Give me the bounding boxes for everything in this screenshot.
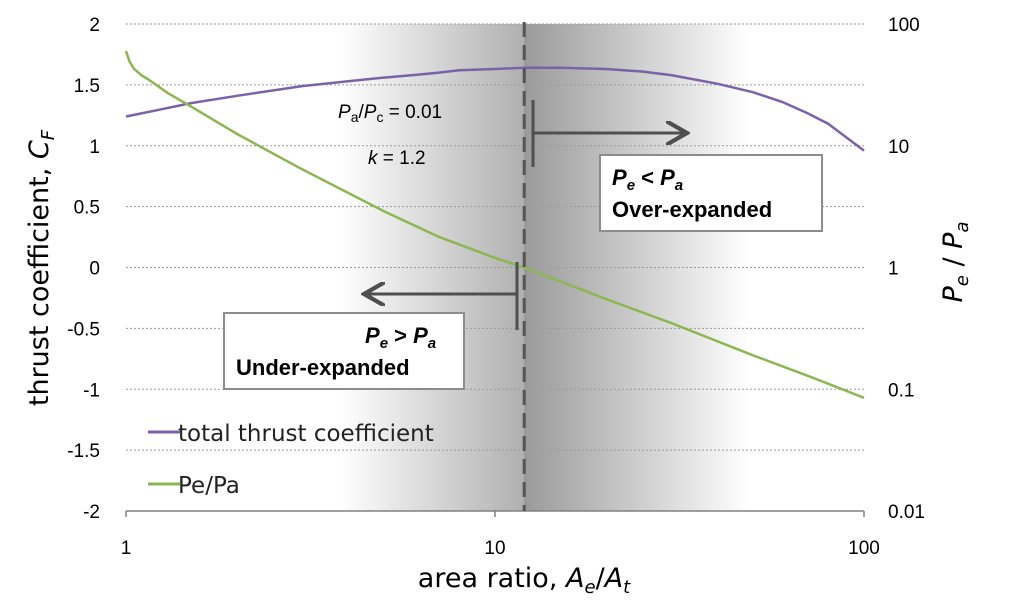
legend-label-pe-pa: Pe/Pa [178,473,240,499]
right-tick-label: 100 [888,15,920,36]
left-tick-label: -1 [83,380,100,401]
under-expanded-label: Under-expanded [236,355,410,380]
pressure-ratio-annotation: Pa/Pc = 0.01 [338,102,442,125]
left-tick-label: 1.5 [74,76,100,97]
left-tick-label: 2 [89,15,100,36]
right-tick-label: 10 [888,137,909,158]
left-tick-label: -2 [83,502,100,523]
left-tick-label: -1.5 [67,441,100,462]
right-tick-label: 0.01 [888,502,925,523]
y-axis-right-title: Pe / Pa [938,222,973,303]
y-axis-left-title: thrust coefficient, CF [24,129,59,406]
svg-text:Pe > Pa: Pe > Pa [365,323,436,352]
k-value-annotation: k = 1.2 [368,148,426,169]
x-tick-label: 100 [848,538,880,559]
series-lines [124,50,865,399]
series-line-total-thrust-coefficient [125,66,865,152]
over-expanded-box: Pe < Pa Over-expanded [599,154,823,232]
series-line-pe-pa [124,50,865,399]
x-axis-ticks: 1 10 100 [121,511,880,559]
under-expanded-box: Pe > Pa Under-expanded [223,312,465,390]
gridlines [126,23,864,451]
left-tick-label: 1 [89,137,100,158]
x-tick-label: 1 [121,538,132,559]
left-tick-label: 0.5 [74,198,100,219]
svg-text:Pe < Pa: Pe < Pa [612,165,683,194]
x-axis-title: area ratio, Ae/At [418,563,631,598]
legend-label-thrust: total thrust coefficient [178,421,434,447]
right-axis-ticks: 100 10 1 0.1 0.01 [888,15,925,523]
left-tick-label: -0.5 [67,319,100,340]
left-tick-label: 0 [89,259,100,280]
over-expanded-label: Over-expanded [612,197,772,222]
legend: total thrust coefficient Pe/Pa [148,421,434,499]
x-tick-label: 10 [484,538,505,559]
left-axis-ticks: 2 1.5 1 0.5 0 -0.5 -1 -1.5 -2 [67,15,100,523]
right-tick-label: 1 [888,259,899,280]
right-tick-label: 0.1 [888,380,914,401]
